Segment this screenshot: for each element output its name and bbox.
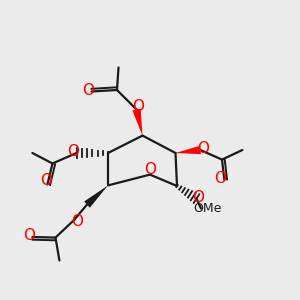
Polygon shape [84, 185, 108, 208]
Polygon shape [132, 109, 142, 136]
Text: O: O [197, 141, 209, 156]
Text: O: O [192, 190, 204, 205]
Text: O: O [68, 144, 80, 159]
Text: OMe: OMe [193, 202, 221, 215]
Text: O: O [214, 171, 226, 186]
Text: O: O [40, 173, 52, 188]
Polygon shape [176, 146, 201, 154]
Text: O: O [132, 99, 144, 114]
Text: O: O [144, 162, 156, 177]
Text: O: O [23, 228, 35, 243]
Text: O: O [71, 214, 83, 230]
Text: O: O [82, 83, 94, 98]
